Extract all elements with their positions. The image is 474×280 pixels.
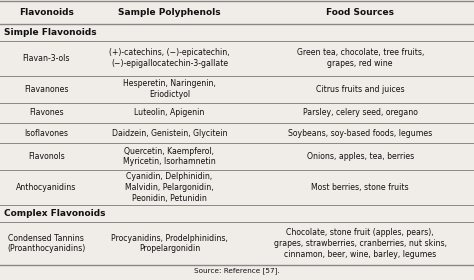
Text: Luteolin, Apigenin: Luteolin, Apigenin (134, 108, 205, 117)
Text: (+)-catechins, (−)-epicatechin,
(−)-epigallocatechin-3-gallate: (+)-catechins, (−)-epicatechin, (−)-epig… (109, 48, 230, 68)
Text: Flavones: Flavones (29, 108, 64, 117)
Text: Green tea, chocolate, tree fruits,
grapes, red wine: Green tea, chocolate, tree fruits, grape… (297, 48, 424, 68)
Text: Cyanidin, Delphinidin,
Malvidin, Pelargonidin,
Peonidin, Petunidin: Cyanidin, Delphinidin, Malvidin, Pelargo… (125, 172, 214, 203)
Text: Simple Flavonoids: Simple Flavonoids (4, 28, 96, 37)
Text: Sample Polyphenols: Sample Polyphenols (118, 8, 221, 17)
Text: Complex Flavonoids: Complex Flavonoids (4, 209, 105, 218)
Text: Quercetin, Kaempferol,
Myricetin, Isorhamnetin: Quercetin, Kaempferol, Myricetin, Isorha… (123, 147, 216, 167)
Text: Parsley, celery seed, oregano: Parsley, celery seed, oregano (303, 108, 418, 117)
Text: Chocolate, stone fruit (apples, pears),
grapes, strawberries, cranberries, nut s: Chocolate, stone fruit (apples, pears), … (274, 228, 447, 259)
Text: Food Sources: Food Sources (326, 8, 394, 17)
Text: Citrus fruits and juices: Citrus fruits and juices (316, 85, 404, 94)
Text: Source: Reference [57].: Source: Reference [57]. (194, 268, 280, 274)
Text: Hesperetin, Naringenin,
Eriodictyol: Hesperetin, Naringenin, Eriodictyol (123, 80, 216, 99)
Text: Flavanones: Flavanones (24, 85, 68, 94)
Text: Isoflavones: Isoflavones (24, 129, 68, 137)
Text: Condensed Tannins
(Proanthocyanidins): Condensed Tannins (Proanthocyanidins) (7, 234, 85, 253)
Text: Daidzein, Genistein, Glycitein: Daidzein, Genistein, Glycitein (112, 129, 227, 137)
Text: Procyanidins, Prodelphinidins,
Propelargonidin: Procyanidins, Prodelphinidins, Propelarg… (111, 234, 228, 253)
Text: Soybeans, soy-based foods, legumes: Soybeans, soy-based foods, legumes (288, 129, 432, 137)
Text: Flavonols: Flavonols (28, 152, 64, 161)
Text: Anthocyanidins: Anthocyanidins (16, 183, 76, 192)
Text: Most berries, stone fruits: Most berries, stone fruits (311, 183, 409, 192)
Text: Flavonoids: Flavonoids (19, 8, 73, 17)
Text: Flavan-3-ols: Flavan-3-ols (22, 54, 70, 63)
Text: Onions, apples, tea, berries: Onions, apples, tea, berries (307, 152, 414, 161)
